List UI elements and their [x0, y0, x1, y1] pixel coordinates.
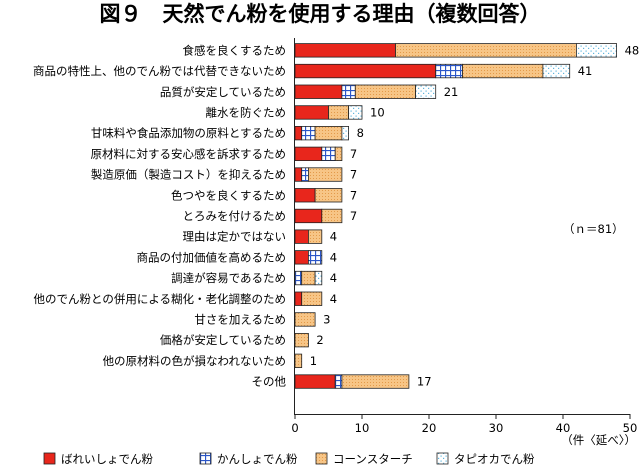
- x-tick-label: 30: [489, 421, 504, 435]
- legend-label: コーンスターチ: [333, 452, 413, 466]
- total-value-label: 4: [330, 250, 337, 264]
- category-label: とろみを付けるため: [183, 209, 287, 223]
- legend-label: タピオカでん粉: [454, 452, 535, 466]
- bar-segment-series-1: [294, 43, 396, 58]
- bar-segment-series-3: [301, 270, 316, 286]
- bar-segment-series-1: [294, 105, 329, 120]
- total-value-label: 7: [350, 147, 357, 161]
- bar-segment-series-3: [314, 188, 343, 203]
- total-value-label: 4: [330, 230, 337, 244]
- bar-segment-series-2: [294, 270, 303, 286]
- total-value-label: 2: [316, 333, 323, 347]
- category-label: 商品の付加価値を高めるため: [137, 250, 287, 264]
- bar-segment-series-4: [348, 105, 363, 120]
- bar-segment-series-3: [321, 208, 343, 224]
- total-value-label: 8: [357, 126, 364, 140]
- total-value-label: 4: [330, 271, 337, 285]
- bar-segment-series-3: [328, 105, 350, 120]
- bar-segment-series-2: [307, 250, 323, 265]
- total-value-label: 7: [350, 188, 357, 202]
- legend-swatch: [43, 452, 56, 465]
- legend-swatch: [436, 452, 449, 465]
- x-tick-label: 20: [422, 421, 437, 435]
- category-label: 色つやを良くするため: [171, 188, 286, 202]
- legend: ばれいしょでん粉 かんしょでん粉 コーンスターチ タピオカでん粉: [43, 452, 535, 466]
- bar-segment-series-2: [341, 84, 356, 99]
- total-value-label: 3: [323, 312, 330, 326]
- bar-segment-series-3: [301, 291, 323, 306]
- category-label: 製造原価（製造コスト）を抑えるため: [91, 168, 286, 182]
- legend-label: ばれいしょでん粉: [61, 452, 153, 466]
- bar-segment-series-4: [542, 63, 571, 79]
- legend-swatch: [315, 452, 328, 465]
- category-label: 他のでん粉との併用による糊化・老化調整のため: [33, 292, 286, 306]
- total-value-label: 7: [350, 168, 357, 182]
- bar-segment-series-3: [395, 43, 577, 58]
- bar-segment-series-2: [321, 146, 336, 162]
- bar-segment-series-1: [294, 167, 303, 182]
- total-value-label: 4: [330, 292, 337, 306]
- bar-segment-series-1: [294, 188, 316, 203]
- bar-segment-series-2: [301, 167, 309, 182]
- bar-segment-series-3: [307, 229, 323, 244]
- bar-segment-series-2: [301, 126, 316, 141]
- category-label: 他の原材料の色が損なわれないため: [103, 354, 286, 368]
- category-label: その他: [252, 375, 287, 389]
- legend-label: かんしょでん粉: [217, 452, 298, 466]
- x-tick-label: 0: [291, 421, 298, 435]
- bar-segment-series-4: [415, 84, 437, 99]
- sample-size-note: （ｎ＝81）: [563, 222, 624, 236]
- bar-segment-series-3: [341, 374, 410, 389]
- bar-segment-series-3: [462, 63, 544, 79]
- bar-segment-series-3: [307, 167, 343, 182]
- bar-segment-series-4: [576, 43, 618, 58]
- category-label: 価格が安定しているため: [160, 333, 286, 347]
- total-value-label: 1: [310, 354, 317, 368]
- total-value-label: 48: [625, 43, 640, 57]
- bar-segment-series-1: [294, 229, 309, 244]
- x-tick-label: 50: [623, 421, 638, 435]
- total-value-label: 10: [370, 105, 385, 119]
- bar-segment-series-1: [294, 208, 323, 224]
- bar-segment-series-4: [341, 126, 349, 141]
- bar-segment-series-3: [314, 126, 343, 141]
- bar-segment-series-3: [294, 353, 303, 369]
- bar-segment-series-3: [294, 312, 316, 327]
- bar-segment-series-1: [294, 374, 336, 389]
- bar-segment-series-1: [294, 291, 303, 306]
- category-label: 原材料に対する安心感を訴求するため: [91, 147, 287, 161]
- bar-segment-series-3: [334, 146, 343, 162]
- total-value-label: 7: [350, 209, 357, 223]
- bar-segment-series-1: [294, 126, 303, 141]
- x-tick-label: 40: [556, 421, 571, 435]
- total-value-label: 21: [444, 85, 459, 99]
- total-value-label: 17: [417, 375, 432, 389]
- x-tick-label: 10: [355, 421, 370, 435]
- category-label: 調達が容易であるため: [171, 271, 286, 285]
- bar-segment-series-3: [354, 84, 416, 99]
- bar-segment-series-3: [294, 332, 309, 348]
- x-axis-ticks: 0 10 20 30 40 50: [291, 414, 637, 435]
- category-label: 甘味料や食品添加物の原料とするため: [91, 126, 286, 140]
- x-axis-unit-label: （件〈延べ〉）: [561, 433, 636, 447]
- bar-segment-series-2: [334, 374, 343, 389]
- category-label: 甘さを加えるため: [194, 312, 286, 326]
- category-label: 理由は定かではない: [183, 230, 287, 244]
- category-label: 商品の特性上、他のでん粉では代替できないため: [33, 64, 286, 78]
- bar-segment-series-1: [294, 63, 437, 79]
- legend-swatch: [199, 452, 212, 465]
- chart-title: 図９ 天然でん粉を使用する理由（複数回答）: [100, 2, 541, 26]
- category-label: 食感を良くするため: [183, 43, 287, 57]
- bar-segment-series-1: [294, 250, 309, 265]
- total-value-label: 41: [578, 64, 593, 78]
- category-label: 離水を防ぐため: [206, 105, 287, 119]
- bar-segment-series-1: [294, 84, 343, 99]
- bar-segment-series-2: [435, 63, 463, 79]
- category-label: 品質が安定しているため: [160, 85, 286, 99]
- category-labels: 食感を良くするため商品の特性上、他のでん粉では代替できないため品質が安定している…: [33, 43, 286, 388]
- bar-segment-series-4: [314, 270, 323, 286]
- bar-segment-series-1: [294, 146, 323, 162]
